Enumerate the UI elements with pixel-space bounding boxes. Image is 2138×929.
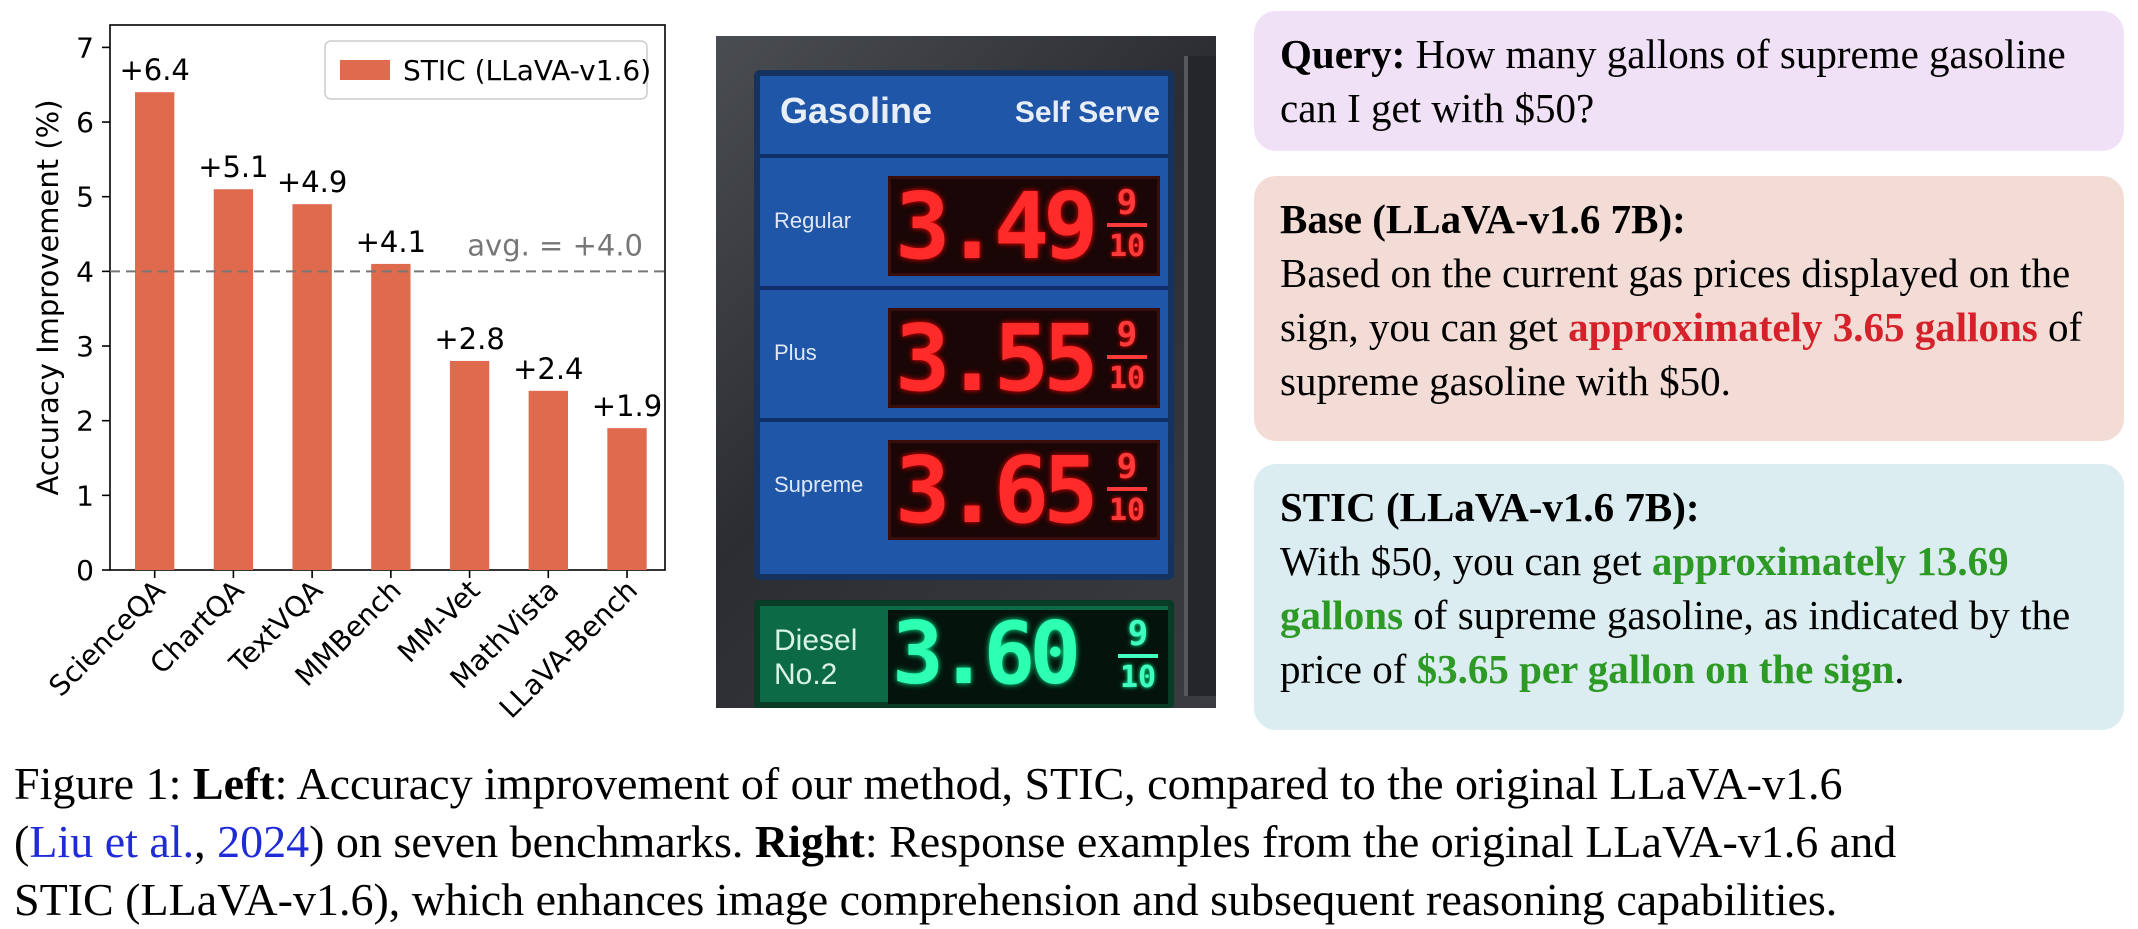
base-text-after: of supreme gasoline with $50. bbox=[1280, 304, 2083, 404]
stic-text-before: With $50, you can get bbox=[1280, 538, 1652, 584]
base-wrong-answer: approximately 3.65 gallons bbox=[1568, 304, 2038, 350]
gas-price-sign-photo: Gasoline Self Serve Regular 3.49 9 10 Pl… bbox=[716, 36, 1216, 708]
fraction-bar bbox=[1118, 654, 1158, 658]
bar-mathvista bbox=[528, 390, 568, 570]
grade-row-regular: Regular 3.49 9 10 bbox=[760, 154, 1168, 280]
y-tick-label: 5 bbox=[76, 181, 94, 214]
y-tick-label: 0 bbox=[76, 554, 94, 587]
grade-label: Plus bbox=[774, 340, 817, 365]
grade-label: Supreme bbox=[774, 472, 864, 497]
fraction-bar bbox=[1107, 223, 1147, 227]
caption-cite-sep: , bbox=[194, 816, 218, 867]
price-display: 3.55 9 10 bbox=[888, 305, 1160, 412]
query-box: Query: How many gallons of supreme gasol… bbox=[1254, 11, 2124, 151]
caption-right-label: Right bbox=[754, 816, 865, 867]
sign-header-self-serve: Self Serve bbox=[1014, 96, 1160, 129]
price-display: 3.49 9 10 bbox=[888, 173, 1160, 280]
diesel-panel: Diesel No.2 3.60 9 10 bbox=[754, 600, 1174, 708]
legend-box bbox=[324, 40, 648, 100]
accuracy-improvement-bar-chart: 0 1 2 3 4 5 6 7 Accuracy Improvement (%) +6.4 Scie… bbox=[31, 24, 666, 725]
caption-line-1: Figure 1: Left: Accuracy improvement of … bbox=[14, 755, 2134, 813]
price-fraction: 9 10 bbox=[1103, 185, 1151, 269]
y-tick-label: 2 bbox=[76, 405, 94, 438]
price-display: 3.65 9 10 bbox=[888, 437, 1160, 544]
price-fraction: 9 10 bbox=[1114, 616, 1162, 700]
stic-text-after: . bbox=[1894, 646, 1905, 692]
price-fraction: 9 10 bbox=[1103, 449, 1151, 533]
bar-value-label: +2.8 bbox=[434, 322, 504, 356]
gasoline-panel: Gasoline Self Serve Regular 3.49 9 10 Pl… bbox=[754, 70, 1174, 580]
fraction-bar bbox=[1107, 487, 1147, 491]
base-text-before: Based on the current gas prices displaye… bbox=[1280, 250, 2071, 350]
diesel-label-line1: Diesel bbox=[774, 624, 858, 657]
caption-part1: : Accuracy improvement of our method, ST… bbox=[274, 758, 1843, 809]
fraction-denominator: 10 bbox=[1119, 660, 1157, 695]
fraction-numerator: 9 bbox=[1116, 447, 1138, 487]
stic-heading: STIC (LLaVA-v1.6 7B): bbox=[1280, 484, 1700, 530]
caption-part3: : Response examples from the original LL… bbox=[864, 816, 1897, 867]
adjacent-sign-frame bbox=[1184, 56, 1216, 696]
stic-response-box: STIC (LLaVA-v1.6 7B): With $50, you can g… bbox=[1254, 464, 2124, 730]
x-tick-label: LLaVA-Bench bbox=[493, 574, 644, 725]
fraction-numerator: 9 bbox=[1127, 614, 1149, 654]
average-label: avg. = +4.0 bbox=[467, 228, 643, 262]
grade-row-plus: Plus 3.55 9 10 bbox=[760, 286, 1168, 412]
bar-mmbench bbox=[371, 263, 411, 570]
query-heading: Query: bbox=[1280, 31, 1406, 77]
base-heading: Base (LLaVA-v1.6 7B): bbox=[1280, 196, 1686, 242]
bar-value-label: +5.1 bbox=[198, 150, 268, 184]
sign-header: Gasoline Self Serve bbox=[780, 86, 1160, 146]
stic-text-middle: of supreme gasoline, as indicated by the… bbox=[1280, 592, 2071, 692]
price-digits: 3.60 bbox=[892, 604, 1081, 704]
caption-line-2: (Liu et al., 2024) on seven benchmarks. … bbox=[14, 813, 2134, 871]
fraction-denominator: 10 bbox=[1108, 229, 1146, 264]
bar-scienceqa bbox=[135, 92, 175, 571]
price-digits: 3.49 bbox=[895, 173, 1099, 280]
caption-prefix: Figure 1: bbox=[14, 758, 193, 809]
caption-part2: ) on seven benchmarks. bbox=[309, 816, 755, 867]
diesel-label: Diesel No.2 bbox=[774, 624, 857, 692]
grade-label: Regular bbox=[774, 208, 852, 233]
bar-value-label: +2.4 bbox=[513, 352, 583, 386]
legend-label: STIC (LLaVA-v1.6) bbox=[403, 54, 651, 87]
fraction-denominator: 10 bbox=[1108, 493, 1146, 528]
y-tick-label: 4 bbox=[76, 255, 94, 288]
price-digits: 3.65 bbox=[895, 437, 1099, 544]
base-response-box: Base (LLaVA-v1.6 7B): Based on the curren… bbox=[1254, 176, 2124, 441]
stic-correct-answer: approximately 13.69 gallons bbox=[1280, 538, 2009, 638]
y-tick-label: 1 bbox=[76, 479, 94, 512]
grade-row-supreme: Supreme 3.65 9 10 bbox=[760, 418, 1168, 544]
bar-llava-bench bbox=[607, 428, 647, 570]
y-tick-label: 6 bbox=[76, 106, 94, 139]
fraction-numerator: 9 bbox=[1116, 183, 1138, 223]
bar-chartqa bbox=[213, 189, 254, 570]
stic-price-evidence: $3.65 per gallon on the sign bbox=[1416, 646, 1895, 692]
figure-caption: Figure 1: Left: Accuracy improvement of … bbox=[14, 755, 2134, 929]
y-axis-label: Accuracy Improvement (%) bbox=[31, 99, 65, 495]
bar-value-label: +6.4 bbox=[119, 53, 189, 87]
legend-swatch bbox=[340, 60, 390, 80]
bar-value-label: +1.9 bbox=[592, 389, 662, 423]
price-fraction: 9 10 bbox=[1103, 317, 1151, 401]
fraction-denominator: 10 bbox=[1108, 361, 1146, 396]
bar-value-label: +4.9 bbox=[277, 165, 347, 199]
price-digits: 3.55 bbox=[895, 305, 1099, 412]
caption-left-label: Left bbox=[192, 758, 275, 809]
fraction-bar bbox=[1107, 355, 1147, 359]
query-text: How many gallons of supreme gasoline can… bbox=[1280, 31, 2066, 131]
y-tick-label: 3 bbox=[76, 330, 94, 363]
bar-textvqa bbox=[292, 204, 332, 570]
diesel-price-display: 3.60 9 10 bbox=[888, 604, 1168, 704]
citation-year-link[interactable]: 2024 bbox=[217, 816, 310, 867]
bar-value-label: +4.1 bbox=[356, 225, 426, 259]
diesel-label-line2: No.2 bbox=[774, 658, 838, 691]
citation-author-link[interactable]: Liu et al. bbox=[29, 816, 195, 867]
fraction-numerator: 9 bbox=[1116, 315, 1138, 355]
sign-header-gasoline: Gasoline bbox=[780, 90, 933, 131]
bar-mm-vet bbox=[449, 360, 490, 570]
caption-paren: ( bbox=[14, 816, 30, 867]
x-tick-label: ScienceQA bbox=[42, 574, 171, 703]
caption-line-3: STIC (LLaVA-v1.6), which enhances image … bbox=[14, 874, 1838, 925]
y-tick-label: 7 bbox=[76, 31, 94, 64]
